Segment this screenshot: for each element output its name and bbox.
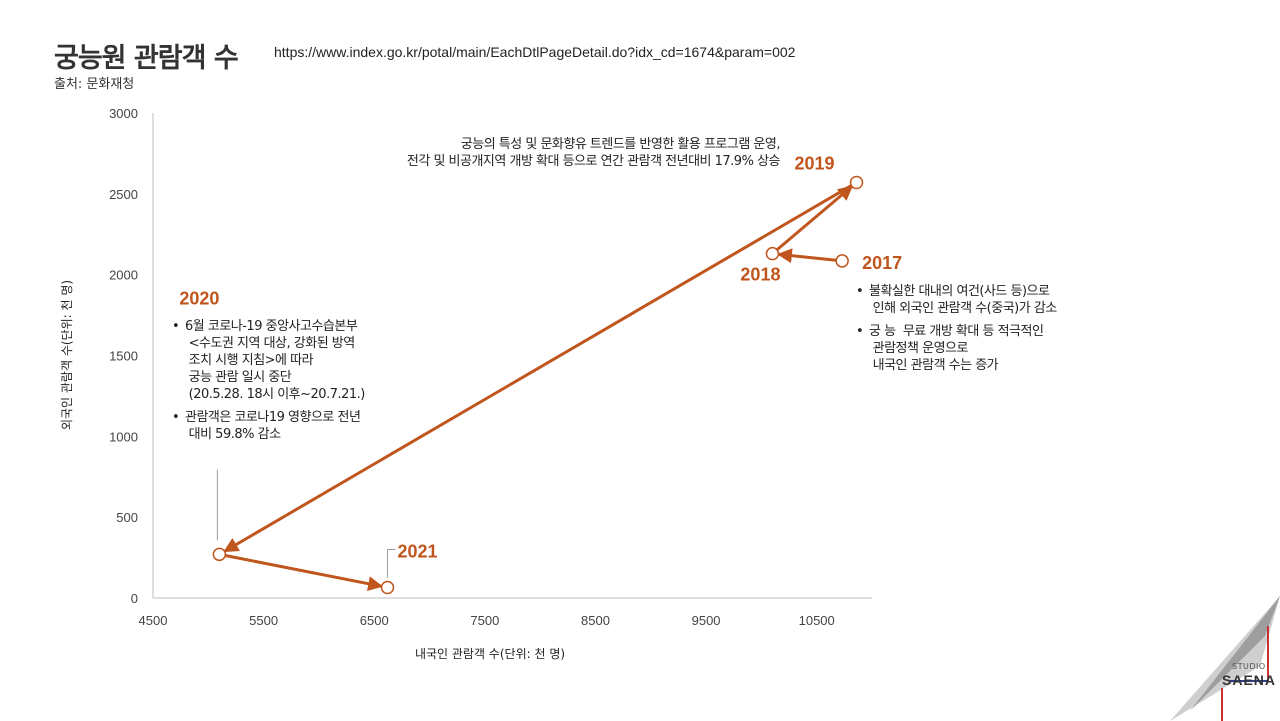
annotation-2017-item: 궁 능 무료 개방 확대 등 적극적인 관람정책 운영으로 내국인 관람객 수는… — [856, 323, 1057, 374]
year-label-2021: 2021 — [397, 541, 437, 561]
data-point-2018 — [765, 246, 780, 261]
chart-arrows — [223, 184, 854, 592]
data-point-2017 — [835, 254, 849, 268]
y-tick-label: 2000 — [109, 268, 138, 283]
y-tick-label: 0 — [131, 591, 138, 606]
x-tick-label: 6500 — [360, 613, 389, 628]
annotation-2017: 불확실한 대내의 여건(사드 등)으로 인해 외국인 관람객 수(중국)가 감소… — [856, 283, 1057, 380]
x-axis-title: 내국인 관람객 수(단위: 천 명) — [415, 646, 565, 661]
y-tick-label: 1500 — [109, 349, 138, 364]
x-tick-label: 9500 — [692, 613, 721, 628]
trajectory-arrow — [223, 184, 853, 553]
trajectory-arrow — [776, 248, 837, 264]
annotation-2020-item: 6월 코로나-19 중앙사고수습본부 <수도권 지역 대상, 강화된 방역 조치… — [172, 318, 365, 403]
logo-saena-text: SAENA — [1222, 672, 1277, 688]
x-tick-label: 7500 — [470, 613, 499, 628]
logo-studio-text: STUDIO — [1232, 662, 1266, 671]
chart-ticks: 4500 5500 6500 7500 8500 9500 10500 0 500 1000 150… — [109, 106, 835, 628]
x-tick-label: 5500 — [249, 613, 278, 628]
x-tick-label: 8500 — [581, 613, 610, 628]
annotation-2019: 궁능의 특성 및 문화향유 트렌드를 반영한 활용 프로그램 운영, 전각 및 … — [406, 137, 781, 169]
source-url: https://www.index.go.kr/potal/main/EachD… — [274, 44, 796, 60]
year-label-2020: 2020 — [179, 288, 219, 308]
y-axis-title: 외국인 관람객 수(단위: 천 명) — [59, 280, 74, 430]
data-point-2020 — [212, 547, 227, 562]
year-label-2018: 2018 — [740, 265, 780, 285]
y-tick-label: 2500 — [109, 187, 138, 202]
year-label-2019: 2019 — [794, 154, 834, 174]
chart-year-labels: 2017 2018 2019 2020 2021 — [179, 154, 902, 578]
x-tick-label: 4500 — [139, 613, 168, 628]
annotation-2017-item: 불확실한 대내의 여건(사드 등)으로 인해 외국인 관람객 수(중국)가 감소 — [856, 283, 1057, 317]
annotation-2020: 6월 코로나-19 중앙사고수습본부 <수도권 지역 대상, 강화된 방역 조치… — [172, 318, 365, 449]
page-title: 궁능원 관람객 수 — [54, 43, 239, 74]
annotation-2020-item: 관람객은 코로나19 영향으로 전년 대비 59.8% 감소 — [172, 409, 365, 443]
x-tick-label: 10500 — [799, 613, 835, 628]
data-point-2019 — [849, 175, 864, 190]
y-tick-label: 500 — [116, 510, 138, 525]
chart-points — [212, 175, 864, 595]
trajectory-arrow — [776, 185, 854, 251]
trajectory-arrow — [224, 554, 384, 592]
source-credit: 출처: 문화재청 — [54, 77, 135, 92]
y-tick-label: 3000 — [109, 106, 138, 121]
y-tick-label: 1000 — [109, 429, 138, 444]
data-point-2021 — [380, 580, 395, 595]
chart-axes — [152, 113, 872, 599]
callout-line-2021 — [387, 548, 396, 578]
year-label-2017: 2017 — [862, 253, 902, 273]
page-curl-logo — [1170, 596, 1280, 721]
